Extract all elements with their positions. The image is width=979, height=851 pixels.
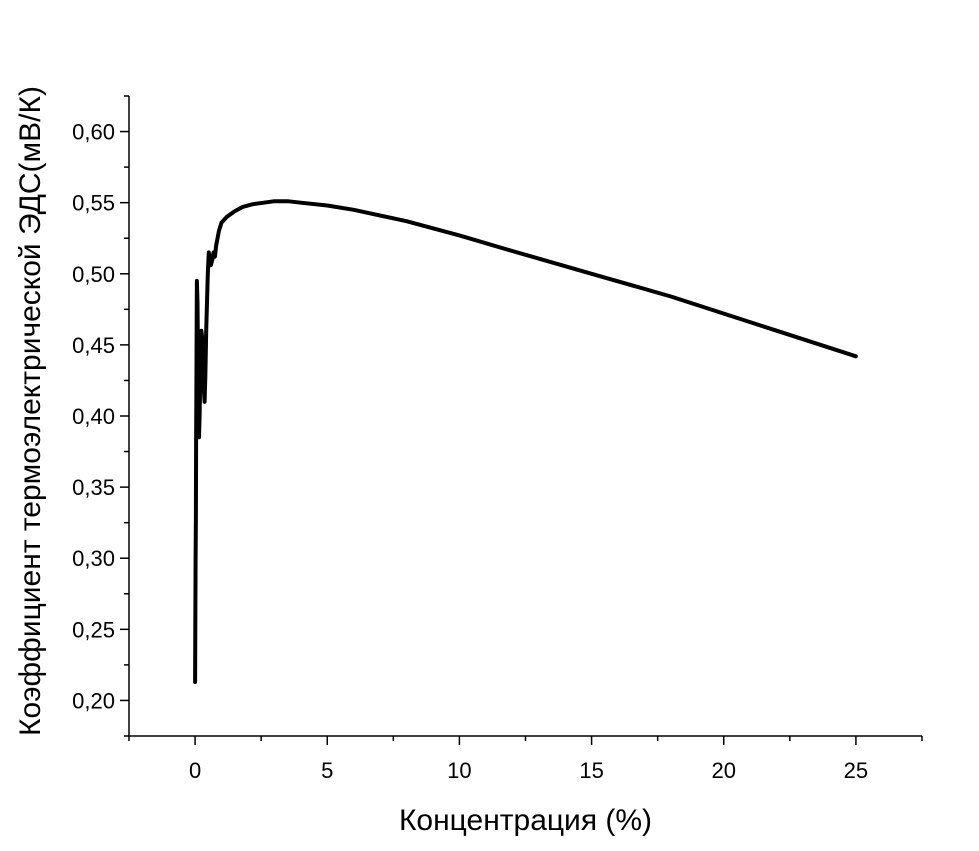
y-tick-label: 0,40 — [72, 404, 115, 429]
y-tick-label: 0,50 — [72, 262, 115, 287]
x-tick-label: 5 — [321, 758, 333, 783]
x-tick-label: 10 — [447, 758, 471, 783]
series-line — [193, 199, 858, 684]
y-tick-label: 0,60 — [72, 120, 115, 145]
x-tick-label: 20 — [712, 758, 736, 783]
x-tick-label: 25 — [844, 758, 868, 783]
y-tick-label: 0,45 — [72, 333, 115, 358]
x-axis-ticks: 0 5 10 15 20 25 — [128, 736, 923, 783]
x-axis-title: Концентрация (%) — [399, 804, 652, 837]
y-axis-ticks: 0,20 0,25 0,30 0,35 0,40 0,45 0,50 0,55 0,60 — [72, 95, 129, 737]
y-tick-label: 0,55 — [72, 191, 115, 216]
y-tick-label: 0,30 — [72, 546, 115, 571]
y-tick-label: 0,35 — [72, 475, 115, 500]
y-tick-label: 0,20 — [72, 688, 115, 713]
y-tick-label: 0,25 — [72, 617, 115, 642]
y-axis-title: Коэффициент термоэлектрической ЭДС(мВ/К) — [14, 86, 47, 736]
x-tick-label: 15 — [579, 758, 603, 783]
x-tick-label: 0 — [189, 758, 201, 783]
